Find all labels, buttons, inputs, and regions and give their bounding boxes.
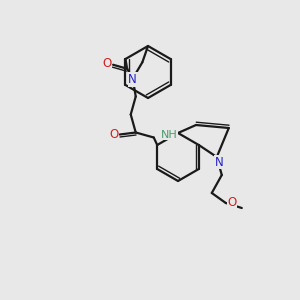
Text: O: O [227, 196, 236, 209]
Text: NH: NH [161, 130, 178, 140]
Text: O: O [109, 128, 119, 141]
Text: N: N [128, 73, 137, 86]
Text: N: N [214, 155, 223, 169]
Text: O: O [103, 57, 112, 70]
